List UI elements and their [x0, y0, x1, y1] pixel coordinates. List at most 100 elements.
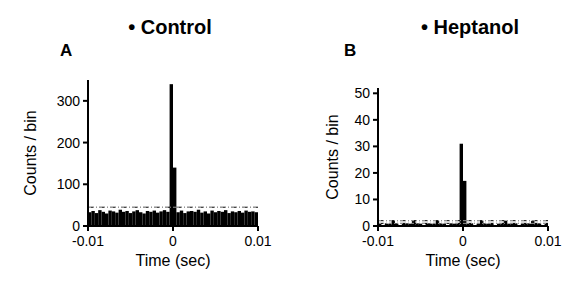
x-tick-label: -0.01	[362, 233, 394, 249]
y-tick	[373, 92, 378, 94]
y-tick	[373, 145, 378, 147]
bar	[197, 210, 200, 226]
bar	[200, 213, 203, 226]
bar	[193, 212, 196, 226]
x-tick-label: 0	[459, 233, 467, 249]
x-tick	[172, 226, 174, 231]
bar	[207, 213, 210, 226]
bar	[115, 213, 118, 226]
bar	[255, 212, 258, 226]
bar	[183, 213, 186, 226]
bar	[122, 212, 125, 226]
bar	[180, 211, 183, 226]
bar	[139, 212, 142, 226]
panel: • HeptanolB01020304050-0.0100.01Time (se…	[324, 16, 562, 269]
bar	[244, 211, 247, 226]
bar	[142, 213, 145, 226]
bar	[98, 210, 101, 226]
bar	[251, 211, 254, 226]
bar	[187, 211, 190, 226]
bar	[234, 212, 237, 226]
confidence-limit-halo	[378, 220, 548, 221]
y-tick-label: 30	[354, 138, 370, 154]
bar	[166, 212, 169, 226]
bar	[149, 212, 152, 226]
bar	[163, 210, 166, 226]
bar	[241, 213, 244, 226]
bar	[170, 84, 173, 226]
bar	[190, 211, 193, 226]
bar	[224, 210, 227, 226]
bar	[210, 211, 213, 226]
y-tick	[83, 183, 88, 185]
bar	[204, 211, 207, 226]
bar	[159, 211, 162, 226]
bar	[112, 211, 115, 226]
y-tick-label: 300	[57, 93, 81, 109]
bars	[88, 84, 258, 226]
y-tick-label: 20	[354, 165, 370, 181]
x-axis-label: Time (sec)	[136, 252, 211, 269]
y-axis	[87, 80, 89, 226]
bar	[214, 212, 217, 226]
bar	[125, 211, 128, 226]
x-tick-label: -0.01	[72, 233, 104, 249]
y-tick	[373, 172, 378, 174]
bar	[95, 213, 98, 226]
bar	[227, 213, 230, 226]
y-tick-label: 50	[354, 85, 370, 101]
y-tick-label: 0	[362, 218, 370, 234]
y-tick	[83, 142, 88, 144]
y-tick-label: 100	[57, 176, 81, 192]
bar	[132, 211, 135, 226]
x-tick	[462, 226, 464, 231]
bar	[156, 213, 159, 226]
bar	[136, 210, 139, 226]
y-tick	[373, 198, 378, 200]
x-tick-label: 0	[169, 233, 177, 249]
bar	[119, 210, 122, 226]
bars	[378, 144, 548, 226]
x-tick	[377, 226, 379, 231]
x-axis-label: Time (sec)	[426, 252, 501, 269]
x-tick-label: 0.01	[534, 233, 561, 249]
bar	[91, 211, 94, 226]
confidence-limit-halo	[88, 207, 258, 208]
confidence-limit	[378, 223, 548, 224]
bar	[217, 211, 220, 226]
panel-label: A	[60, 41, 72, 60]
bar	[248, 212, 251, 226]
y-tick-label: 0	[72, 218, 80, 234]
y-axis	[377, 88, 379, 226]
x-tick	[87, 226, 89, 231]
confidence-limit-halo	[378, 223, 548, 224]
bar	[129, 213, 132, 226]
panel: • ControlA0100200300-0.0100.01Time (sec)…	[22, 16, 272, 269]
x-tick-label: 0.01	[244, 233, 271, 249]
x-tick	[547, 226, 549, 231]
y-tick-label: 40	[354, 112, 370, 128]
bar	[173, 168, 176, 226]
bar	[146, 211, 149, 226]
y-axis-label: Counts / bin	[22, 110, 39, 195]
bar	[231, 211, 234, 226]
y-tick	[83, 100, 88, 102]
title: • Control	[128, 16, 212, 38]
bar	[176, 212, 179, 226]
y-tick-label: 10	[354, 191, 370, 207]
panel-label: B	[344, 41, 356, 60]
confidence-limit	[88, 207, 258, 208]
bar	[460, 144, 463, 226]
bar	[221, 212, 224, 226]
figure: • ControlA0100200300-0.0100.01Time (sec)…	[0, 0, 586, 289]
bar	[463, 181, 466, 226]
bar	[105, 213, 108, 226]
x-tick	[257, 226, 259, 231]
confidence-limit	[378, 220, 548, 221]
y-tick	[373, 119, 378, 121]
y-tick-label: 200	[57, 135, 81, 151]
title: • Heptanol	[421, 16, 519, 38]
y-axis-label: Counts / bin	[324, 114, 341, 199]
bar	[153, 211, 156, 226]
bar	[102, 212, 105, 226]
